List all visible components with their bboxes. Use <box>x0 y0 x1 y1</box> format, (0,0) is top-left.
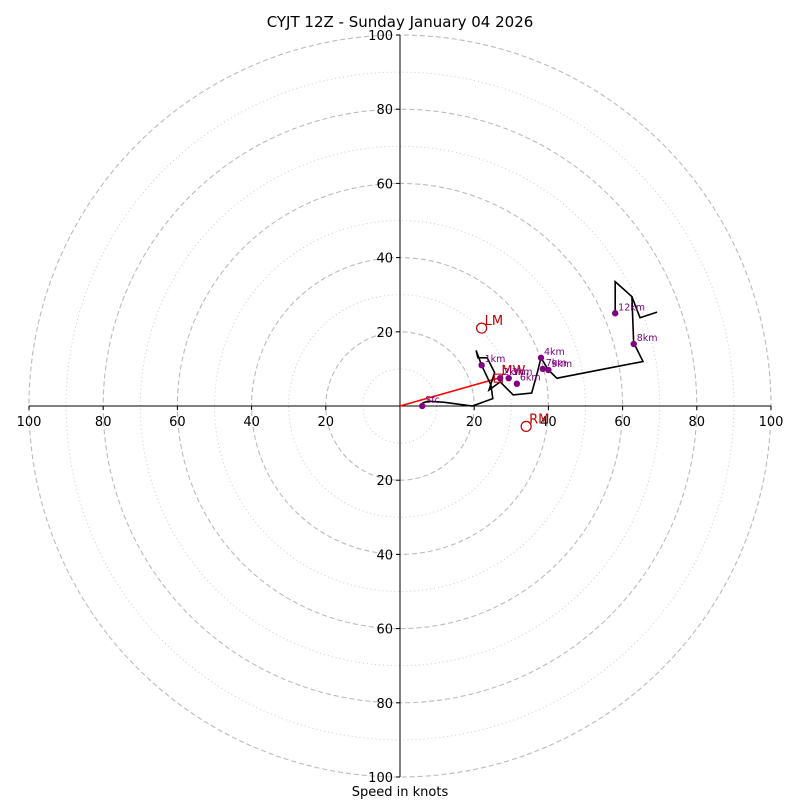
height-point-label: 6km <box>520 373 541 384</box>
y-tick-label: 40 <box>376 252 393 267</box>
height-point-marker <box>513 380 521 387</box>
x-tick-label: 100 <box>759 415 784 430</box>
height-point-label: 8km <box>637 333 658 344</box>
x-tick-label: 80 <box>95 415 112 430</box>
x-axis-label: Speed in knots <box>352 785 449 800</box>
y-tick-label: 60 <box>376 623 393 638</box>
height-point-label: 12km <box>618 302 645 313</box>
y-tick-label: 40 <box>376 548 393 563</box>
x-tick-label: 40 <box>540 415 557 430</box>
shear-vector <box>399 377 499 407</box>
chart-title: CYJT 12Z - Sunday January 04 2026 <box>267 13 534 31</box>
storm-motion-rm-marker <box>520 420 532 433</box>
height-point-marker <box>505 374 512 382</box>
y-tick-label: 20 <box>376 326 393 341</box>
height-point-marker <box>611 310 619 317</box>
x-tick-label: 100 <box>17 415 42 430</box>
height-point-label: Sfc <box>425 395 440 406</box>
height-point-marker <box>630 340 637 348</box>
height-point-label: 1km <box>485 354 506 365</box>
storm-motion-lm-marker <box>476 322 488 334</box>
height-point-marker <box>545 366 552 374</box>
hodograph-series <box>399 279 658 407</box>
height-point-label: 4km <box>544 347 565 358</box>
x-tick-label: 60 <box>169 415 186 430</box>
tick-labels: 100 80 60 40 20 20 40 60 80 100 100 80 60 40 20 20 40 60 8… <box>17 29 784 786</box>
y-tick-label: 80 <box>376 103 393 118</box>
height-point-marker <box>496 374 504 382</box>
height-point-marker <box>539 365 547 373</box>
height-point-marker <box>537 354 545 361</box>
x-tick-label: 80 <box>689 415 706 430</box>
storm-motion-lm-label: LM <box>485 314 503 329</box>
x-tick-label: 20 <box>466 415 483 430</box>
height-point-label: 7km <box>546 358 567 369</box>
height-point-marker <box>478 361 485 369</box>
hodograph-trace-top <box>631 296 658 319</box>
height-point-label: 2km <box>503 367 524 378</box>
y-tick-label: 80 <box>376 697 393 712</box>
x-tick-label: 40 <box>243 415 260 430</box>
height-point-label: 9km <box>551 359 572 370</box>
hodograph-trace <box>422 279 645 407</box>
height-point-marker <box>419 402 426 410</box>
y-tick-label: 20 <box>376 474 393 489</box>
x-tick-label: 20 <box>318 415 335 430</box>
height-point-label: 3km <box>512 367 533 378</box>
x-tick-label: 60 <box>614 415 631 430</box>
y-tick-label: 100 <box>368 771 393 786</box>
storm-motion-rm-label: RM <box>529 412 549 427</box>
y-tick-label: 100 <box>368 29 393 44</box>
y-tick-label: 60 <box>376 177 393 192</box>
